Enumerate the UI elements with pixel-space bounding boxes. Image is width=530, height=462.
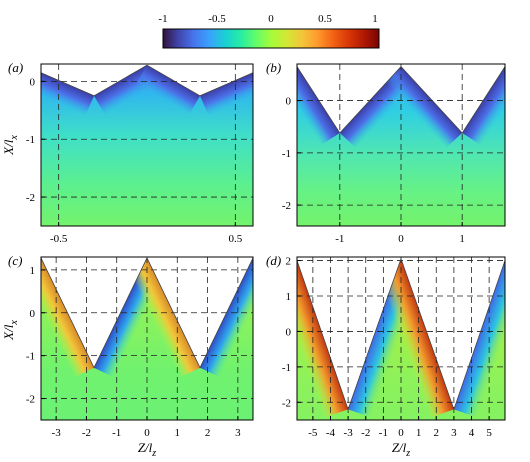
x-tick-label: -2 xyxy=(82,427,91,439)
y-tick-label: 2 xyxy=(286,256,292,268)
x-axis-label: Z/lz xyxy=(392,440,410,459)
interface-band xyxy=(297,260,349,418)
interface-band xyxy=(135,65,201,115)
x-tick-label: -3 xyxy=(344,427,354,439)
y-tick-label: -1 xyxy=(26,134,35,146)
interface-band xyxy=(41,257,94,378)
y-tick-label: 0 xyxy=(30,76,36,88)
interface-band xyxy=(200,72,253,116)
colorbar-tick-label: -1 xyxy=(158,13,167,25)
interface-band xyxy=(453,260,505,418)
interface-band xyxy=(127,257,200,378)
colorbar-tick-label: -0.5 xyxy=(208,13,226,25)
x-tick-label: -2 xyxy=(361,427,370,439)
x-tick-label: 3 xyxy=(235,427,241,439)
x-tick-label: 5 xyxy=(486,427,492,439)
panels: -0.5 0.50-1-2(a)X/lx-1 0 10-1-2(b)-3 -2 -1 0 1 2… xyxy=(1,60,506,459)
x-tick-label: 0 xyxy=(398,427,404,439)
y-tick-label: -2 xyxy=(282,200,291,212)
interface-line xyxy=(296,257,506,411)
colorbar-gradient xyxy=(162,28,380,49)
y-tick-label: 1 xyxy=(286,291,292,303)
y-tick-label: 0 xyxy=(286,326,292,338)
colorbar-tick-label: 0 xyxy=(268,13,274,25)
y-axis-label: X/lx xyxy=(1,320,20,341)
x-tick-label: 2 xyxy=(205,427,211,439)
x-tick-label: 0 xyxy=(144,427,150,439)
colorbar-tick-label: 1 xyxy=(372,13,378,25)
x-tick-label: 0 xyxy=(398,233,404,245)
interface-band xyxy=(384,66,463,148)
interface-line xyxy=(40,64,254,97)
panel-c: -3 -2 -1 0 1 2 3 1 0 -1 -2 (c) X/lx Z/lz xyxy=(1,253,254,459)
x-tick-label: -1 xyxy=(335,233,344,245)
x-tick-label: -5 xyxy=(308,427,318,439)
interface-band xyxy=(41,72,94,117)
y-tick-label: 0 xyxy=(286,96,292,108)
panel-label: (c) xyxy=(8,253,22,268)
y-tick-label: 1 xyxy=(30,265,36,277)
heatmap-field xyxy=(41,65,253,226)
x-tick-label: 1 xyxy=(416,427,422,439)
x-tick-label: 4 xyxy=(469,427,475,439)
interface-line xyxy=(296,66,506,134)
interface-band xyxy=(200,257,253,378)
x-tick-label: 1 xyxy=(175,427,181,439)
y-tick-label: -2 xyxy=(26,394,35,406)
x-tick-label: -3 xyxy=(52,427,62,439)
x-tick-label: 1 xyxy=(459,233,465,245)
y-tick-label: -1 xyxy=(26,351,35,363)
y-tick-label: -2 xyxy=(282,397,291,409)
x-tick-label: -1 xyxy=(112,427,121,439)
colorbar: -1 -0.5 0 0.5 1 xyxy=(158,13,380,49)
y-tick-label: -1 xyxy=(282,148,291,160)
x-tick-label: -4 xyxy=(326,427,336,439)
y-axis-label: X/lx xyxy=(1,135,20,156)
panel-b: -1 0 1 0 -1 -2 (b) xyxy=(266,60,506,245)
x-tick-label: 2 xyxy=(434,427,440,439)
y-tick-label: 0 xyxy=(30,308,36,320)
panel-label: (b) xyxy=(266,60,281,75)
interface-band xyxy=(297,66,340,145)
interface-band xyxy=(462,66,505,145)
y-tick-label: -2 xyxy=(26,192,35,204)
panel-a: -0.5 0.5 0 -1 -2 (a) X/lx xyxy=(1,60,254,245)
x-axis-label: Z/lz xyxy=(138,440,156,459)
panel-label: (a) xyxy=(8,60,23,75)
x-tick-label: 0.5 xyxy=(228,233,242,245)
x-tick-label: -0.5 xyxy=(50,233,68,245)
x-tick-label: 3 xyxy=(451,427,457,439)
axes-frame xyxy=(40,63,254,227)
colorbar-tick-label: 0.5 xyxy=(318,13,332,25)
interface-line xyxy=(40,256,254,369)
interface-band xyxy=(376,258,454,419)
panel-label: (d) xyxy=(266,253,281,268)
y-tick-label: -1 xyxy=(282,362,291,374)
x-tick-label: -1 xyxy=(379,427,388,439)
